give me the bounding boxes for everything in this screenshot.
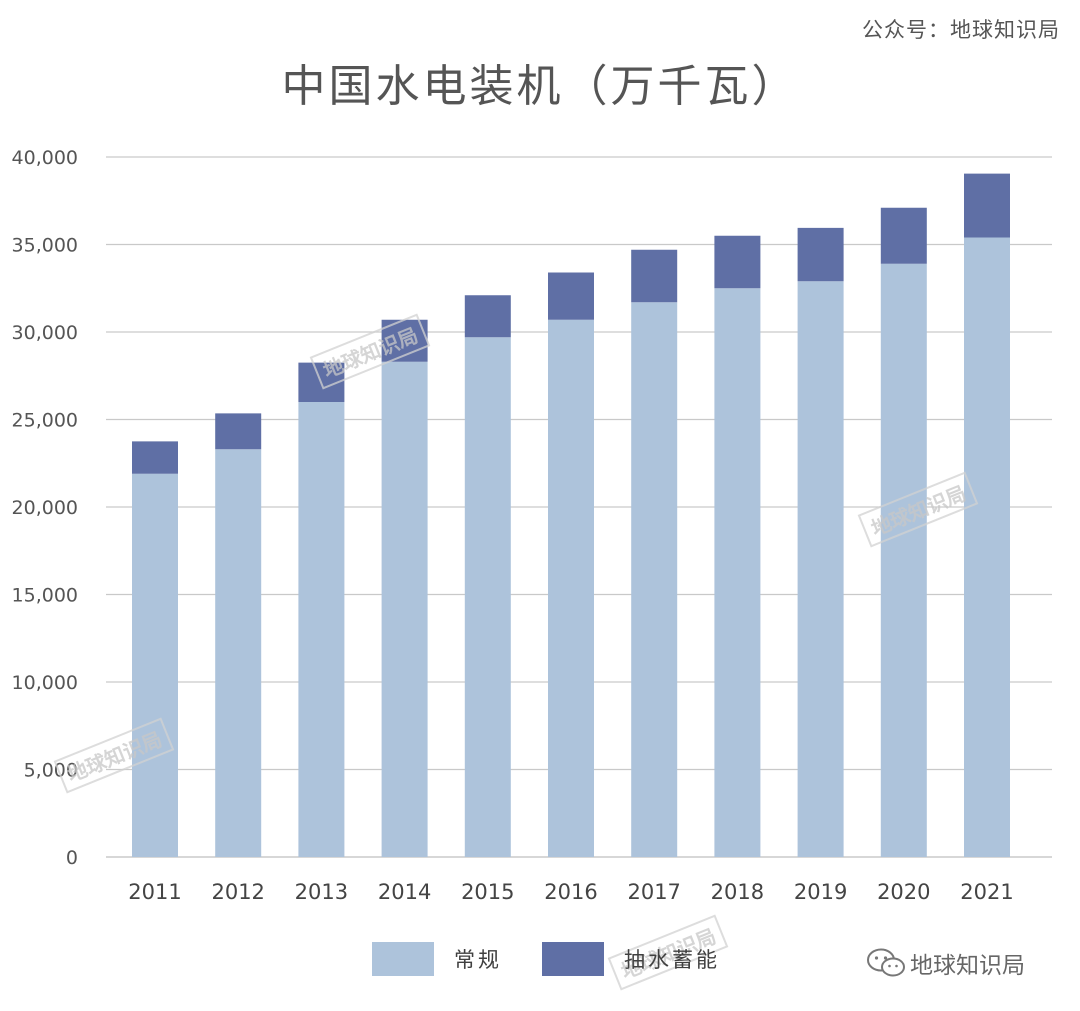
y-tick-label: 20,000 xyxy=(12,497,78,519)
bar-segment-conventional xyxy=(298,402,345,857)
bar-segment-pumped-storage xyxy=(132,441,178,474)
bar-segment-pumped-storage xyxy=(964,173,1010,238)
bar-segment-pumped-storage xyxy=(714,235,761,289)
source-credit: 公众号：地球知识局 xyxy=(862,18,1060,42)
x-tick-label: 2015 xyxy=(461,880,514,904)
bar-segment-conventional xyxy=(548,319,594,857)
x-tick-label: 2020 xyxy=(877,880,930,904)
chart-title: 中国水电装机（万千瓦） xyxy=(281,61,799,112)
legend-item-pumped-storage: 抽水蓄能 xyxy=(542,942,720,976)
bar-segment-pumped-storage xyxy=(464,295,511,338)
x-tick-label: 2014 xyxy=(378,880,431,904)
bar-segment-pumped-storage xyxy=(797,227,844,282)
legend-item-conventional: 常规 xyxy=(372,942,502,976)
bar-segment-pumped-storage xyxy=(215,413,262,450)
x-axis-ticks: 2011 2012 2013 2014 2015 2016 2017 2018 2019 2020… xyxy=(128,880,1013,904)
x-tick-label: 2016 xyxy=(544,880,597,904)
bar-segment-pumped-storage xyxy=(298,362,345,402)
x-tick-label: 2018 xyxy=(711,880,764,904)
chart-legend: 常规 抽水蓄能 xyxy=(372,942,760,976)
bar-segment-conventional xyxy=(714,288,761,857)
brand-logo-text: 地球知识局 xyxy=(910,953,1025,979)
y-axis-ticks: 0 5,000 10,000 15,000 20,000 25,000 30,000 35,0… xyxy=(12,147,78,869)
x-tick-label: 2013 xyxy=(295,880,348,904)
legend-label-conventional: 常规 xyxy=(454,948,502,972)
y-tick-label: 25,000 xyxy=(12,410,78,432)
y-tick-label: 30,000 xyxy=(12,322,78,344)
bar-segment-conventional xyxy=(381,361,428,857)
bar-segment-pumped-storage xyxy=(880,207,927,264)
bars xyxy=(132,173,1010,857)
wechat-icon xyxy=(867,948,905,977)
legend-label-pumped-storage: 抽水蓄能 xyxy=(624,948,720,972)
x-tick-label: 2011 xyxy=(128,880,181,904)
bar-segment-pumped-storage xyxy=(381,319,428,362)
bar-segment-conventional xyxy=(797,281,844,857)
y-tick-label: 35,000 xyxy=(12,235,78,257)
x-tick-label: 2017 xyxy=(627,880,680,904)
legend-swatch-pumped-storage xyxy=(542,942,604,976)
bar-segment-conventional xyxy=(631,302,678,857)
bar-segment-conventional xyxy=(215,449,262,857)
legend-swatch-conventional xyxy=(372,942,434,976)
bar-segment-pumped-storage xyxy=(631,249,678,303)
x-tick-label: 2019 xyxy=(794,880,847,904)
y-tick-label: 40,000 xyxy=(12,147,78,169)
brand-logo: 地球知识局 xyxy=(866,946,1025,980)
x-tick-label: 2012 xyxy=(211,880,264,904)
x-tick-label: 2021 xyxy=(960,880,1013,904)
bar-segment-conventional xyxy=(880,263,927,857)
bar-segment-pumped-storage xyxy=(548,272,594,320)
y-tick-label: 5,000 xyxy=(24,760,78,782)
bar-segment-conventional xyxy=(132,473,178,857)
bar-segment-conventional xyxy=(964,237,1010,857)
y-tick-label: 10,000 xyxy=(12,672,78,694)
y-tick-label: 15,000 xyxy=(12,585,78,607)
y-tick-label: 0 xyxy=(66,847,78,869)
bar-segment-conventional xyxy=(464,337,511,857)
